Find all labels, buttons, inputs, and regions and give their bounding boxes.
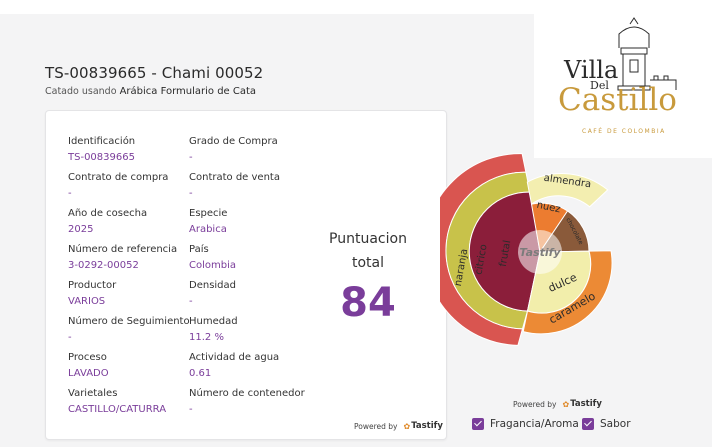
castle-tower-icon [617, 17, 677, 91]
field-numero-de-seguimiento: Número de Seguimiento - [68, 316, 190, 344]
field-label: Productor [68, 280, 117, 291]
tastify-brand: ✿ Tastify [403, 421, 442, 431]
field-grado-de-compra: Grado de Compra - [189, 136, 278, 164]
field-pais: País Colombia [189, 244, 236, 272]
field-ano-de-cosecha: Año de cosecha 2025 [68, 208, 147, 236]
total-score-value: 84 [340, 280, 396, 326]
segment-almendra [526, 173, 609, 208]
field-value: - [189, 404, 193, 415]
logo-word-castillo: Castillo [558, 82, 677, 118]
page-subtitle: Catado usando Arábica Formulario de Cata [45, 86, 256, 97]
field-value: 11.2 % [189, 332, 224, 343]
field-label: Contrato de compra [68, 172, 169, 183]
flavor-wheel: Tastify naranja citrico frutal almendra … [423, 148, 640, 358]
villa-del-castillo-logo: Villa Del Castillo CAFÉ DE COLOMBIA [534, 0, 712, 158]
logo-word-villa: Villa [564, 56, 619, 84]
flavor-wheel-chart: Tastify naranja citrico frutal almendra … [423, 153, 613, 346]
field-productor: Productor VARIOS [68, 280, 116, 308]
total-score-label-line2: total [351, 255, 384, 271]
field-label: Número de referencia [68, 244, 178, 255]
legend-label: Fragancia/Aroma [490, 418, 579, 430]
tastify-brand-name: Tastify [411, 421, 443, 431]
field-value: CASTILLO/CATURRA [68, 404, 167, 415]
field-label: Contrato de venta [189, 172, 280, 183]
field-value: - [68, 188, 72, 199]
field-label: Número de contenedor [189, 388, 305, 399]
legend-fragancia-aroma[interactable]: Fragancia/Aroma [472, 418, 579, 430]
field-value: 2025 [68, 224, 94, 235]
field-identificacion: Identificación TS-00839665 [68, 136, 135, 164]
wheel-center-label: Tastify [519, 246, 561, 259]
segment-label-frutal: frutal [498, 239, 513, 267]
field-label: Varietales [68, 388, 118, 399]
field-actividad-de-agua: Actividad de agua 0.61 [189, 352, 279, 380]
field-humedad: Humedad 11.2 % [189, 316, 238, 344]
field-value: - [68, 332, 72, 343]
field-especie: Especie Arabica [189, 208, 227, 236]
field-label: Identificación [68, 136, 136, 147]
field-contrato-de-venta: Contrato de venta - [189, 172, 280, 200]
field-label: Proceso [68, 352, 107, 363]
field-value: VARIOS [68, 296, 106, 307]
tastify-mark-icon: ✿ [562, 399, 570, 409]
subtitle-prefix: Catado usando [45, 86, 117, 97]
field-densidad: Densidad - [189, 280, 236, 308]
field-label: Actividad de agua [189, 352, 280, 363]
field-numero-de-contenedor: Número de contenedor - [189, 388, 305, 416]
field-varietales: Varietales CASTILLO/CATURRA [68, 388, 166, 416]
powered-by-text: Powered by [354, 421, 398, 431]
checkbox-checked-icon[interactable] [582, 418, 594, 430]
total-score-label: Puntuacion total [320, 227, 416, 275]
checkbox-checked-icon[interactable] [472, 418, 484, 430]
logo-tagline: CAFÉ DE COLOMBIA [582, 128, 666, 135]
field-value: 3-0292-00052 [68, 260, 139, 271]
wheel-center [518, 230, 562, 274]
segment-frutal [468, 191, 541, 312]
powered-by-text: Powered by [513, 399, 557, 409]
field-label: Especie [189, 208, 228, 219]
field-value: 0.61 [189, 368, 212, 379]
field-label: Humedad [189, 316, 238, 327]
field-label: Densidad [189, 280, 237, 291]
legend-label: Sabor [600, 418, 631, 430]
field-label: Número de Seguimiento [68, 316, 190, 327]
total-score-label-line1: Puntuacion [329, 231, 407, 247]
field-label: Año de cosecha [68, 208, 148, 219]
page-title: TS-00839665 - Chami 00052 [45, 64, 264, 82]
field-proceso: Proceso LAVADO [68, 352, 109, 380]
powered-by-wheel: Powered by ✿ Tastify [513, 399, 602, 409]
field-label: País [189, 244, 209, 255]
segment-caramelo [522, 250, 613, 335]
segment-label-citrico: citrico [473, 243, 489, 275]
field-value: - [189, 152, 193, 163]
field-value: LAVADO [68, 368, 109, 379]
cupping-form-name: Arábica Formulario de Cata [119, 86, 257, 97]
field-value: Arabica [189, 224, 227, 235]
field-value: TS-00839665 [68, 152, 135, 163]
field-label: Grado de Compra [189, 136, 278, 147]
field-value: Colombia [189, 260, 236, 271]
tastify-brand: ✿ Tastify [562, 399, 601, 409]
legend-sabor[interactable]: Sabor [582, 418, 631, 430]
field-contrato-de-compra: Contrato de compra - [68, 172, 168, 200]
tastify-mark-icon: ✿ [403, 421, 411, 431]
field-numero-de-referencia: Número de referencia 3-0292-00052 [68, 244, 177, 272]
field-value: - [189, 296, 193, 307]
logo-word-del: Del [590, 79, 609, 92]
tastify-brand-name: Tastify [570, 399, 602, 409]
field-value: - [189, 188, 193, 199]
segment-label-nuez: nuez [536, 200, 562, 216]
powered-by-details: Powered by ✿ Tastify [354, 421, 443, 431]
sample-details-card: Identificación TS-00839665 Grado de Comp… [45, 110, 447, 440]
